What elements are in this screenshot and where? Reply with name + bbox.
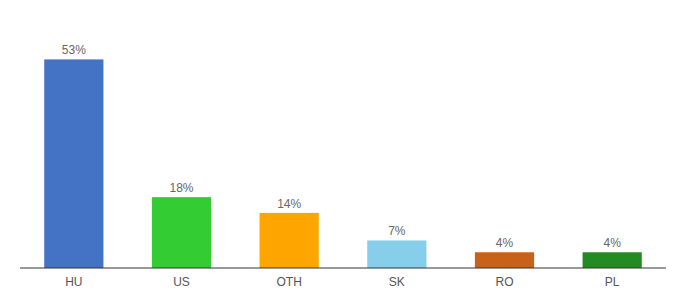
data-label: 18% <box>169 181 193 195</box>
bars <box>44 59 642 268</box>
data-label: 53% <box>62 43 86 57</box>
x-tick-label: PL <box>605 275 620 289</box>
plot-area: 53% 18% 14% 7% 4% 4% HU US OTH SK RO PL <box>20 43 666 289</box>
data-labels: 53% 18% 14% 7% 4% 4% <box>62 43 621 250</box>
bar <box>367 240 426 268</box>
chart: 53% 18% 14% 7% 4% 4% HU US OTH SK RO PL <box>0 0 680 300</box>
x-tick-label: HU <box>65 275 82 289</box>
x-tick-label: OTH <box>276 275 301 289</box>
data-label: 4% <box>603 236 621 250</box>
x-tick-label: SK <box>389 275 405 289</box>
bar <box>583 252 642 268</box>
bar <box>44 59 103 268</box>
data-label: 4% <box>496 236 514 250</box>
chart-container: 53% 18% 14% 7% 4% 4% HU US OTH SK RO PL <box>0 0 680 300</box>
bar <box>152 197 211 268</box>
x-axis-line <box>20 268 666 269</box>
bar <box>475 252 534 268</box>
bar <box>260 213 319 268</box>
x-axis: HU US OTH SK RO PL <box>20 268 666 289</box>
data-label: 7% <box>388 224 406 238</box>
data-label: 14% <box>277 197 301 211</box>
x-tick-label: US <box>173 275 190 289</box>
x-tick-label: RO <box>496 275 514 289</box>
